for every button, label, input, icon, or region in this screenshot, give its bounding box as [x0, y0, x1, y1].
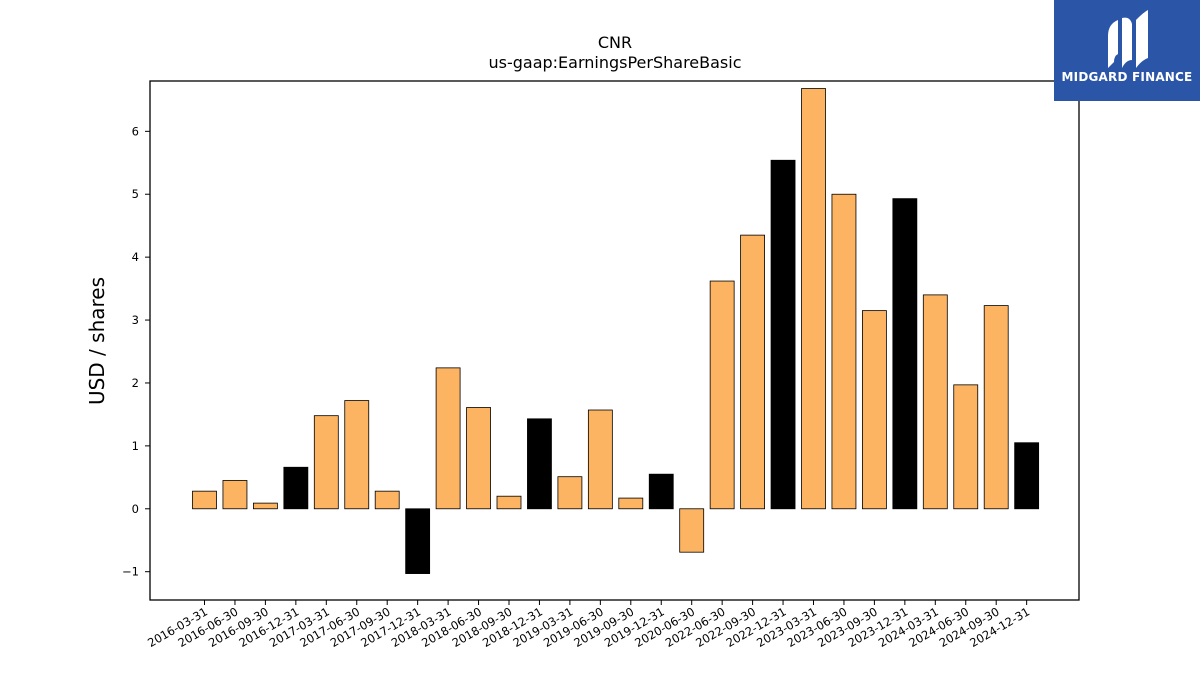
bar-2018-06-30 [466, 407, 491, 510]
bar-2017-03-31 [313, 415, 339, 510]
bar-2017-06-30 [344, 400, 370, 510]
x-ticks-group: 2016-03-312016-06-302016-09-302016-12-31… [145, 600, 1032, 650]
midgard-logo-icon [1108, 10, 1148, 69]
bar-2023-09-30 [862, 310, 887, 510]
bar-2019-12-31 [648, 473, 674, 510]
y-tick-label: 2 [132, 376, 139, 390]
bar-2024-03-31 [922, 294, 948, 510]
y-tick-label: 1 [132, 439, 139, 453]
bar-2018-03-31 [435, 367, 461, 510]
bar-2019-03-31 [557, 476, 583, 510]
y-tick-label: 5 [132, 187, 139, 201]
y-tick-label: 6 [132, 124, 139, 138]
bar-2018-09-30 [496, 495, 522, 510]
bar-2016-09-30 [252, 502, 278, 510]
chart-title: CNR [598, 33, 632, 52]
y-ticks-group: −1 0 1 2 3 4 5 6 [122, 124, 150, 579]
bar-2017-12-31 [405, 508, 431, 574]
bar-2019-09-30 [618, 497, 644, 510]
bars-group [192, 88, 1040, 574]
chart-subtitle: us-gaap:EarningsPerShareBasic [488, 53, 741, 72]
bar-2023-06-30 [831, 193, 857, 510]
bar-2023-12-31 [892, 198, 918, 510]
bar-2016-03-31 [192, 490, 217, 510]
y-tick-label: 4 [132, 250, 139, 264]
bar-2020-06-30 [679, 508, 705, 553]
bar-2024-12-31 [1014, 442, 1040, 510]
brand-name: MIDGARD FINANCE [1061, 70, 1193, 84]
bar-2016-06-30 [222, 480, 248, 510]
bar-2024-09-30 [983, 305, 1009, 510]
plot-frame [149, 80, 1080, 601]
brand-logo: MIDGARD FINANCE [1054, 0, 1200, 101]
bar-2017-09-30 [374, 490, 400, 510]
y-tick-label: 3 [132, 313, 139, 327]
bar-2022-06-30 [709, 280, 735, 510]
bar-2019-06-30 [587, 409, 613, 510]
bar-2016-12-31 [283, 466, 309, 510]
bar-2018-12-31 [527, 418, 552, 510]
y-tick-label: −1 [122, 565, 139, 579]
bar-2022-09-30 [740, 234, 765, 510]
bar-2022-12-31 [770, 159, 796, 510]
y-tick-label: 0 [132, 502, 139, 516]
bar-2024-06-30 [953, 384, 979, 510]
bar-2023-03-31 [801, 88, 826, 510]
y-axis-label: USD / shares [85, 277, 109, 405]
